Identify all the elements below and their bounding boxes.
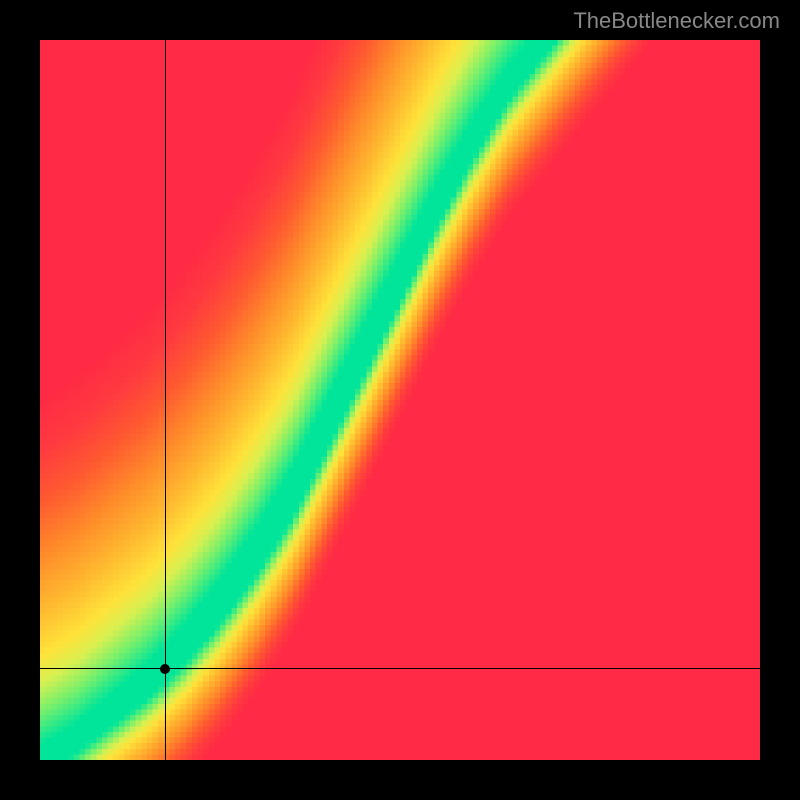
crosshair-marker	[160, 664, 170, 674]
watermark-text: TheBottlenecker.com	[573, 8, 780, 34]
crosshair-vertical	[165, 40, 166, 760]
heatmap-plot	[40, 40, 760, 760]
crosshair-horizontal	[40, 668, 760, 669]
heatmap-canvas	[40, 40, 760, 760]
